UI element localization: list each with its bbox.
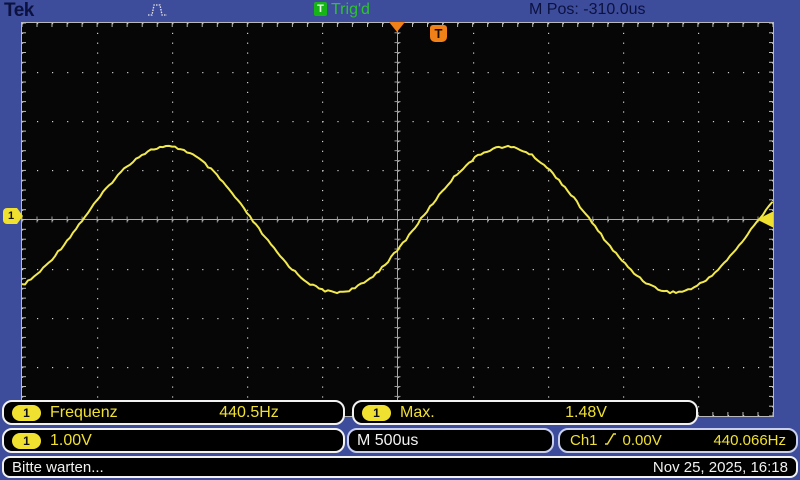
trigger-position-marker-icon — [389, 22, 405, 32]
channel1-badge: 1 — [12, 432, 41, 449]
trigger-status-label: Trig'd — [331, 1, 370, 18]
channel1-ground-marker: 1 — [3, 208, 23, 224]
horizontal-position-readout: M Pos: -310.0us — [529, 1, 646, 18]
timebase-box: M 500us — [347, 428, 554, 453]
measurement-max-box: 1 Max. 1.48V — [352, 400, 698, 425]
scope-graticule — [21, 22, 774, 417]
channel1-volts-per-div: 1.00V — [50, 431, 92, 449]
rising-edge-icon — [604, 432, 617, 450]
datetime-readout: Nov 25, 2025, 16:18 — [652, 458, 788, 476]
trigger-source: Ch1 — [570, 432, 598, 449]
tek-brand-logo: Tek — [4, 0, 34, 21]
acquisition-pulse-icon — [147, 3, 171, 22]
trigger-status-icon: T — [314, 2, 327, 16]
trigger-level-icon: T — [430, 25, 447, 42]
status-bar: Bitte warten... Nov 25, 2025, 16:18 — [2, 456, 798, 478]
measurement-frequency-box: 1 Frequenz 440.5Hz — [2, 400, 345, 425]
channel1-badge: 1 — [12, 404, 41, 421]
trigger-readout-box: Ch1 0.00V 440.066Hz — [558, 428, 798, 453]
status-message: Bitte warten... — [12, 458, 104, 476]
measurement-value: 440.5Hz — [219, 403, 279, 421]
measurement-label: Max. — [400, 403, 435, 421]
timebase-value: M 500us — [357, 431, 419, 449]
trigger-level-value: 0.00V — [622, 432, 662, 449]
channel1-scale-box: 1 1.00V — [2, 428, 345, 453]
channel1-badge: 1 — [362, 404, 391, 421]
waveform-display — [22, 23, 773, 416]
trigger-frequency-value: 440.066Hz — [713, 432, 786, 449]
measurement-label: Frequenz — [50, 403, 118, 421]
measurement-value: 1.48V — [565, 403, 607, 421]
